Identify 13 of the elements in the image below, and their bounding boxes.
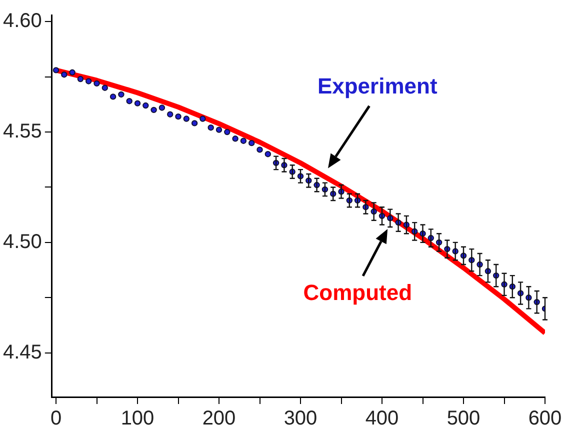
y-tick-label: 4.60 [2,10,42,32]
x-tick-label: 600 [528,408,562,430]
x-tick-label: 100 [120,408,154,430]
x-tick-label: 400 [365,408,399,430]
series-label: Computed [303,280,412,305]
x-tick-label: 200 [202,408,236,430]
x-tick-label: 0 [50,408,62,430]
x-tick-label: 500 [446,408,480,430]
x-tick-label: 300 [284,408,318,430]
y-tick-label: 4.55 [2,120,42,143]
text: Experiment [317,74,438,99]
y-tick-label: 4.45 [2,341,42,364]
y-tick-label: 4.50 [2,230,42,253]
